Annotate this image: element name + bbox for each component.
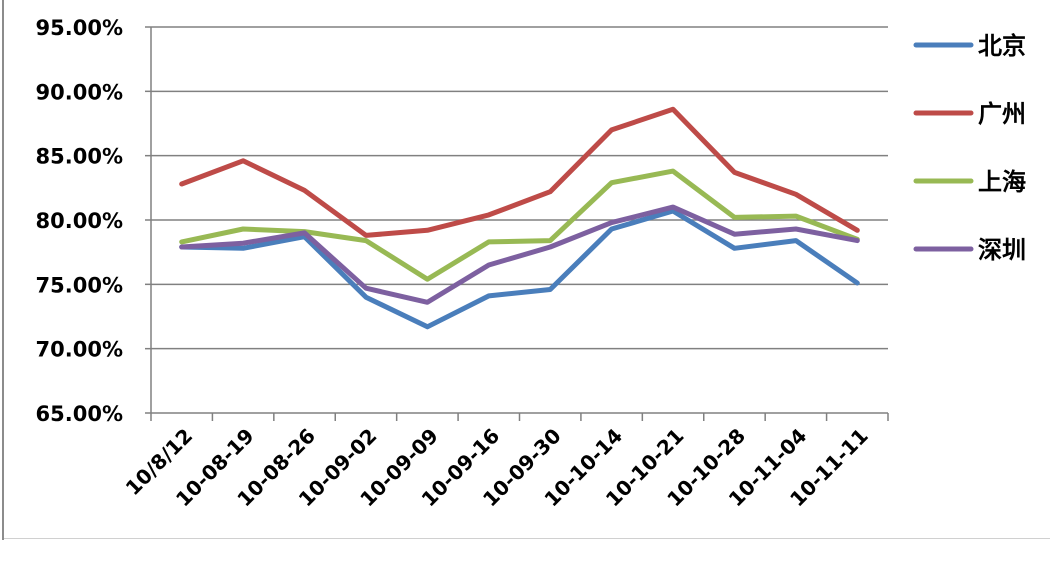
legend-label: 北京	[978, 32, 1026, 60]
legend-label: 上海	[978, 168, 1026, 196]
y-axis-ticks: 65.00% 70.00% 75.00% 80.00% 85.00% 90.00% 95.0…	[36, 16, 123, 426]
y-tick-label: 80.00%	[36, 209, 123, 233]
legend-label: 深圳	[978, 236, 1026, 264]
gridlines	[151, 26, 888, 350]
legend-label: 广州	[978, 100, 1026, 128]
series-line-1	[179, 106, 860, 238]
y-tick-label: 95.00%	[36, 16, 123, 40]
y-tick-label: 75.00%	[36, 273, 123, 297]
axes	[145, 26, 889, 421]
y-tick-label: 65.00%	[36, 402, 123, 426]
left-border	[2, 0, 4, 540]
series-lines	[179, 106, 860, 330]
y-tick-label: 85.00%	[36, 145, 123, 169]
y-tick-label: 70.00%	[36, 338, 123, 362]
y-tick-label: 90.00%	[36, 80, 123, 104]
x-axis-ticks: 10/8/1210-08-1910-08-2610-09-0210-09-091…	[121, 424, 873, 512]
series-line-3	[179, 204, 860, 305]
series-line-2	[179, 168, 860, 282]
series-line-0	[179, 208, 860, 330]
bottom-border	[4, 538, 1050, 539]
